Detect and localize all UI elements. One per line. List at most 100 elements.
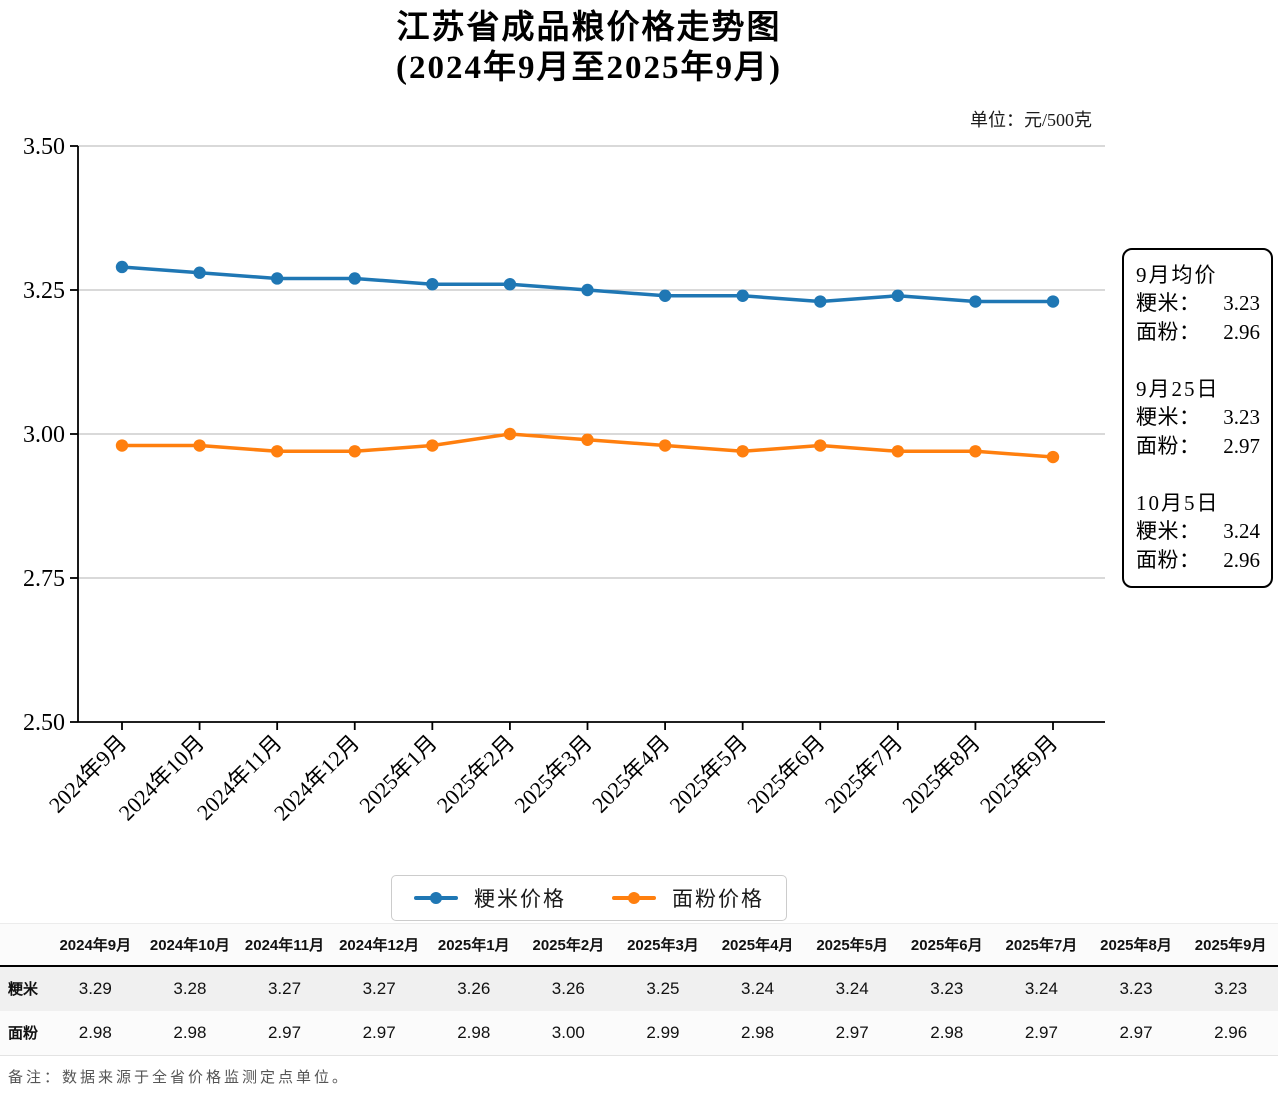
data-point-marker [503, 427, 517, 441]
table-col-header: 2025年7月 [994, 923, 1089, 967]
stats-value: 3.24 [1223, 519, 1260, 543]
legend-dot [628, 892, 640, 904]
data-point-marker [193, 266, 206, 279]
table-cell: 3.24 [835, 978, 869, 998]
legend-line-marker-icon [612, 891, 656, 905]
table-row-header: 面粉 [8, 1025, 39, 1043]
stats-row: 粳米： 3.23 [1136, 289, 1260, 318]
stats-section: 10月5日粳米： 3.24 面粉： 2.96 [1136, 489, 1260, 575]
data-point-marker [814, 439, 827, 452]
x-axis-tick-label: 2025年7月 [820, 730, 908, 818]
data-point-marker [1046, 295, 1060, 308]
table-cell: 2.98 [173, 1022, 207, 1042]
stats-heading: 10月5日 [1136, 491, 1220, 515]
x-axis-tick-label: 2025年1月 [354, 730, 442, 818]
table-cell: 3.23 [1214, 978, 1248, 998]
table-cell: 3.27 [267, 978, 302, 998]
table-col-header: 2025年8月 [1088, 923, 1184, 967]
stats-label: 粳米： [1136, 405, 1201, 429]
table-header-row: 2024年9月 2024年10月 2024年11月 2024年12月 2025年1月 20… [0, 923, 1278, 967]
x-axis-tick-label: 2025年6月 [742, 730, 830, 818]
y-axis-tick-label: 3.00 [23, 422, 65, 448]
stats-value: 3.23 [1223, 405, 1260, 429]
unit-label: 单位：元/500克 [969, 110, 1092, 130]
legend-label: 面粉价格 [672, 887, 764, 911]
line-chart-svg: 3.503.253.002.752.502024年9月2024年10月2024年… [23, 134, 1105, 825]
data-point-marker [1046, 450, 1060, 464]
data-point-marker [581, 433, 594, 446]
data-point-marker [891, 289, 905, 302]
table-row: 粳米 3.29 3.28 3.27 3.27 3.26 3.26 3.25 3.24 3.24 3.… [0, 965, 1278, 1011]
stats-label: 面粉： [1136, 434, 1201, 458]
table-cell: 2.97 [267, 1022, 302, 1042]
data-point-marker [115, 260, 129, 274]
table-cell: 3.24 [1024, 978, 1058, 998]
table-cell: 3.27 [362, 978, 396, 998]
chart-title-block: 江苏省成品粮价格走势图 (2024年9月至2025年9月) [0, 8, 1178, 88]
table-col-header: 2024年11月 [237, 923, 332, 967]
stats-label: 粳米： [1136, 291, 1201, 315]
legend-line-marker-icon [414, 891, 458, 905]
table-cell: 2.98 [930, 1022, 964, 1042]
data-point-marker [658, 439, 672, 452]
data-point-marker [581, 283, 594, 297]
table-corner-cell [0, 923, 48, 967]
stats-label: 粳米： [1136, 519, 1201, 543]
data-point-marker [969, 295, 982, 308]
stats-section: 9月25日 粳米： 3.23 面粉： 2.97 [1136, 375, 1260, 461]
legend-item-flour: 面粉价格 [612, 883, 764, 913]
data-point-marker [658, 289, 672, 302]
table-row: 面粉 2.98 2.98 2.97 2.97 2.98 3.00 2.99 2.98 2.97 2.… [0, 1010, 1278, 1056]
legend-dot [430, 892, 442, 904]
table-cell: 3.25 [646, 978, 680, 998]
table-cell: 2.97 [1024, 1022, 1058, 1042]
data-point-marker [193, 439, 206, 452]
data-point-marker [891, 445, 905, 458]
stats-row: 面粉： 2.96 [1136, 318, 1260, 347]
data-point-marker [736, 445, 749, 458]
table-cell: 3.26 [551, 978, 585, 998]
y-axis-tick-label: 3.25 [23, 278, 65, 304]
x-axis-tick-label: 2025年2月 [432, 730, 520, 818]
x-axis-tick-label: 2025年3月 [509, 730, 597, 818]
table-cell: 2.97 [1119, 1022, 1153, 1042]
y-axis-tick-label: 2.50 [23, 710, 65, 736]
data-point-marker [348, 272, 361, 285]
stats-box: 9月均价 粳米： 3.23 面粉： 2.96 9月25日 粳米： 3.23 面粉： 2.97 10月… [1122, 248, 1273, 588]
stats-value: 2.96 [1223, 548, 1260, 572]
stats-row: 粳米： 3.23 [1136, 403, 1260, 432]
table-cell: 2.96 [1214, 1022, 1248, 1042]
legend: 粳米价格 面粉价格 [391, 875, 787, 921]
x-axis-tick-label: 2025年9月 [975, 730, 1063, 818]
table-cell: 3.29 [78, 978, 112, 998]
data-point-marker [115, 439, 129, 452]
table-cell: 3.00 [551, 1022, 585, 1042]
table-col-header: 2025年3月 [615, 923, 711, 967]
y-axis-tick-label: 2.75 [23, 566, 65, 592]
data-point-marker [814, 295, 827, 308]
stats-value: 2.96 [1223, 320, 1260, 344]
page-title: 江苏省成品粮价格走势图 [396, 10, 782, 46]
table-cell: 2.97 [835, 1022, 869, 1042]
table-col-header: 2024年12月 [331, 923, 427, 967]
table-row-header: 粳米 [8, 981, 39, 998]
table-cell: 2.98 [78, 1022, 112, 1042]
page-subtitle: (2024年9月至2025年9月) [396, 50, 782, 86]
table-col-header: 2024年9月 [48, 923, 143, 967]
table-col-header: 2025年4月 [710, 923, 805, 967]
legend-label: 粳米价格 [474, 887, 566, 911]
data-point-marker [426, 439, 439, 452]
table-cell: 2.99 [646, 1022, 680, 1042]
table-cell: 2.98 [457, 1022, 491, 1042]
data-point-marker [503, 278, 517, 291]
price-table: 2024年9月 2024年10月 2024年11月 2024年12月 2025年1月 20… [0, 923, 1278, 1056]
table-cell: 2.98 [741, 1022, 775, 1042]
stats-section: 9月均价 粳米： 3.23 面粉： 2.96 [1136, 261, 1260, 347]
x-axis-tick-label: 2025年8月 [897, 730, 985, 818]
stats-value: 2.97 [1223, 434, 1260, 458]
stats-row: 面粉： 2.96 [1136, 546, 1260, 575]
table-col-header: 2025年6月 [899, 923, 995, 967]
stats-value: 3.23 [1223, 291, 1260, 315]
stats-row: 粳米： 3.24 [1136, 517, 1260, 546]
